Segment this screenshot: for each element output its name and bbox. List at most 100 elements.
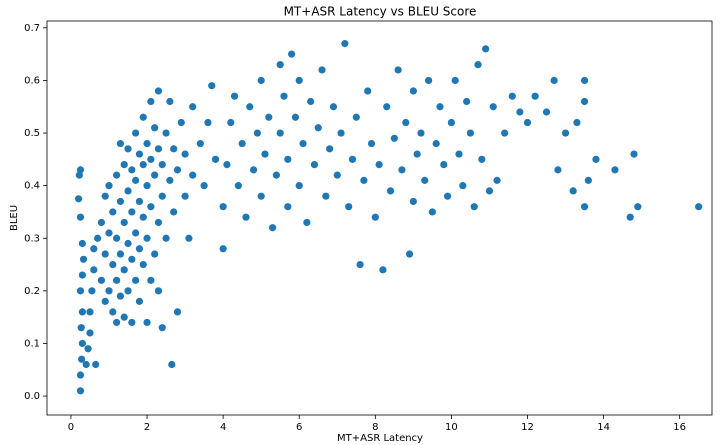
scatter-point bbox=[105, 229, 113, 237]
scatter-point bbox=[352, 113, 360, 121]
scatter-point bbox=[92, 360, 100, 369]
scatter-point bbox=[314, 124, 322, 132]
scatter-point bbox=[181, 192, 189, 200]
scatter-point bbox=[276, 129, 284, 137]
scatter-point bbox=[421, 176, 429, 184]
scatter-point bbox=[78, 355, 86, 363]
scatter-point bbox=[310, 161, 319, 169]
scatter-point bbox=[154, 145, 163, 153]
scatter-point bbox=[554, 166, 562, 174]
scatter-point bbox=[364, 87, 372, 95]
scatter-point bbox=[432, 139, 440, 148]
scatter-point bbox=[303, 218, 311, 227]
y-tick-label: 0.1 bbox=[24, 338, 40, 349]
scatter-point bbox=[105, 182, 113, 190]
scatter-point bbox=[151, 124, 159, 132]
plot bbox=[74, 40, 703, 395]
scatter-point bbox=[196, 139, 204, 148]
scatter-point bbox=[170, 208, 178, 216]
scatter-point bbox=[143, 234, 151, 242]
y-tick-label: 0.3 bbox=[24, 233, 40, 244]
scatter-point bbox=[79, 255, 88, 263]
scatter-point bbox=[348, 155, 357, 163]
scatter-point bbox=[242, 213, 250, 221]
scatter-point bbox=[478, 155, 486, 163]
scatter-point bbox=[257, 192, 265, 200]
x-tick-label: 4 bbox=[220, 422, 226, 433]
scatter-point bbox=[124, 187, 132, 195]
scatter-point bbox=[227, 118, 235, 127]
scatter-point bbox=[626, 213, 634, 221]
scatter-point bbox=[485, 187, 494, 195]
scatter-point bbox=[386, 187, 395, 195]
scatter-point bbox=[113, 276, 121, 284]
scatter-point bbox=[322, 192, 330, 200]
scatter-point bbox=[443, 192, 452, 200]
scatter-point bbox=[173, 308, 182, 316]
scatter-point bbox=[77, 324, 85, 332]
scatter-point bbox=[550, 76, 558, 85]
scatter-point bbox=[139, 260, 147, 269]
scatter-point bbox=[531, 92, 539, 100]
scatter-point bbox=[428, 208, 436, 216]
scatter-point bbox=[288, 50, 296, 58]
scatter-point bbox=[162, 129, 170, 137]
scatter-point bbox=[230, 92, 239, 100]
y-tick-label: 0.6 bbox=[24, 75, 40, 86]
scatter-point bbox=[246, 103, 254, 111]
scatter-point bbox=[128, 166, 136, 174]
scatter-point bbox=[219, 245, 227, 253]
scatter-point bbox=[147, 155, 155, 163]
x-tick-label: 2 bbox=[144, 422, 150, 433]
scatter-point bbox=[143, 139, 151, 148]
scatter-point bbox=[84, 345, 92, 353]
x-tick-label: 8 bbox=[372, 422, 378, 433]
scatter-point bbox=[634, 203, 642, 211]
scatter-point bbox=[139, 213, 147, 221]
scatter-point bbox=[76, 371, 85, 379]
scatter-point bbox=[124, 145, 132, 153]
scatter-point bbox=[166, 97, 174, 106]
scatter-point bbox=[132, 276, 140, 284]
scatter-point bbox=[139, 161, 147, 169]
scatter-point bbox=[90, 245, 98, 253]
scatter-point bbox=[76, 287, 85, 295]
scatter-point bbox=[109, 308, 117, 316]
scatter-point bbox=[341, 40, 349, 48]
scatter-point bbox=[542, 108, 551, 116]
chart-title: MT+ASR Latency vs BLEU Score bbox=[284, 5, 477, 19]
scatter-point bbox=[113, 234, 121, 242]
scatter-point bbox=[113, 318, 121, 327]
scatter-point bbox=[147, 97, 155, 106]
scatter-point bbox=[78, 271, 86, 279]
scatter-point bbox=[234, 182, 242, 190]
scatter-point bbox=[592, 155, 600, 163]
x-tick-label: 10 bbox=[445, 422, 458, 433]
scatter-point bbox=[78, 308, 86, 316]
scatter-point bbox=[97, 276, 106, 284]
y-tick-label: 0.5 bbox=[24, 128, 40, 139]
scatter-point bbox=[523, 118, 532, 127]
scatter-point bbox=[561, 129, 570, 137]
scatter-point bbox=[405, 250, 414, 258]
scatter-point bbox=[154, 287, 163, 295]
scatter-point bbox=[584, 176, 592, 184]
scatter-point bbox=[181, 150, 189, 158]
x-axis-label: MT+ASR Latency bbox=[337, 433, 423, 444]
scatter-point bbox=[143, 318, 151, 327]
scatter-point bbox=[516, 108, 524, 116]
scatter-point bbox=[170, 145, 178, 153]
scatter-point bbox=[326, 145, 334, 153]
scatter-point bbox=[383, 103, 391, 111]
scatter-point bbox=[447, 118, 456, 127]
scatter-point bbox=[154, 218, 163, 227]
scatter-point bbox=[390, 134, 398, 142]
scatter-point bbox=[272, 171, 281, 179]
scatter-point bbox=[135, 150, 144, 158]
scatter-point bbox=[116, 250, 125, 258]
scatter-point bbox=[135, 297, 144, 305]
scatter-point bbox=[440, 161, 448, 169]
scatter-point bbox=[151, 171, 159, 179]
scatter-point bbox=[238, 139, 246, 148]
scatter-point bbox=[299, 139, 307, 148]
